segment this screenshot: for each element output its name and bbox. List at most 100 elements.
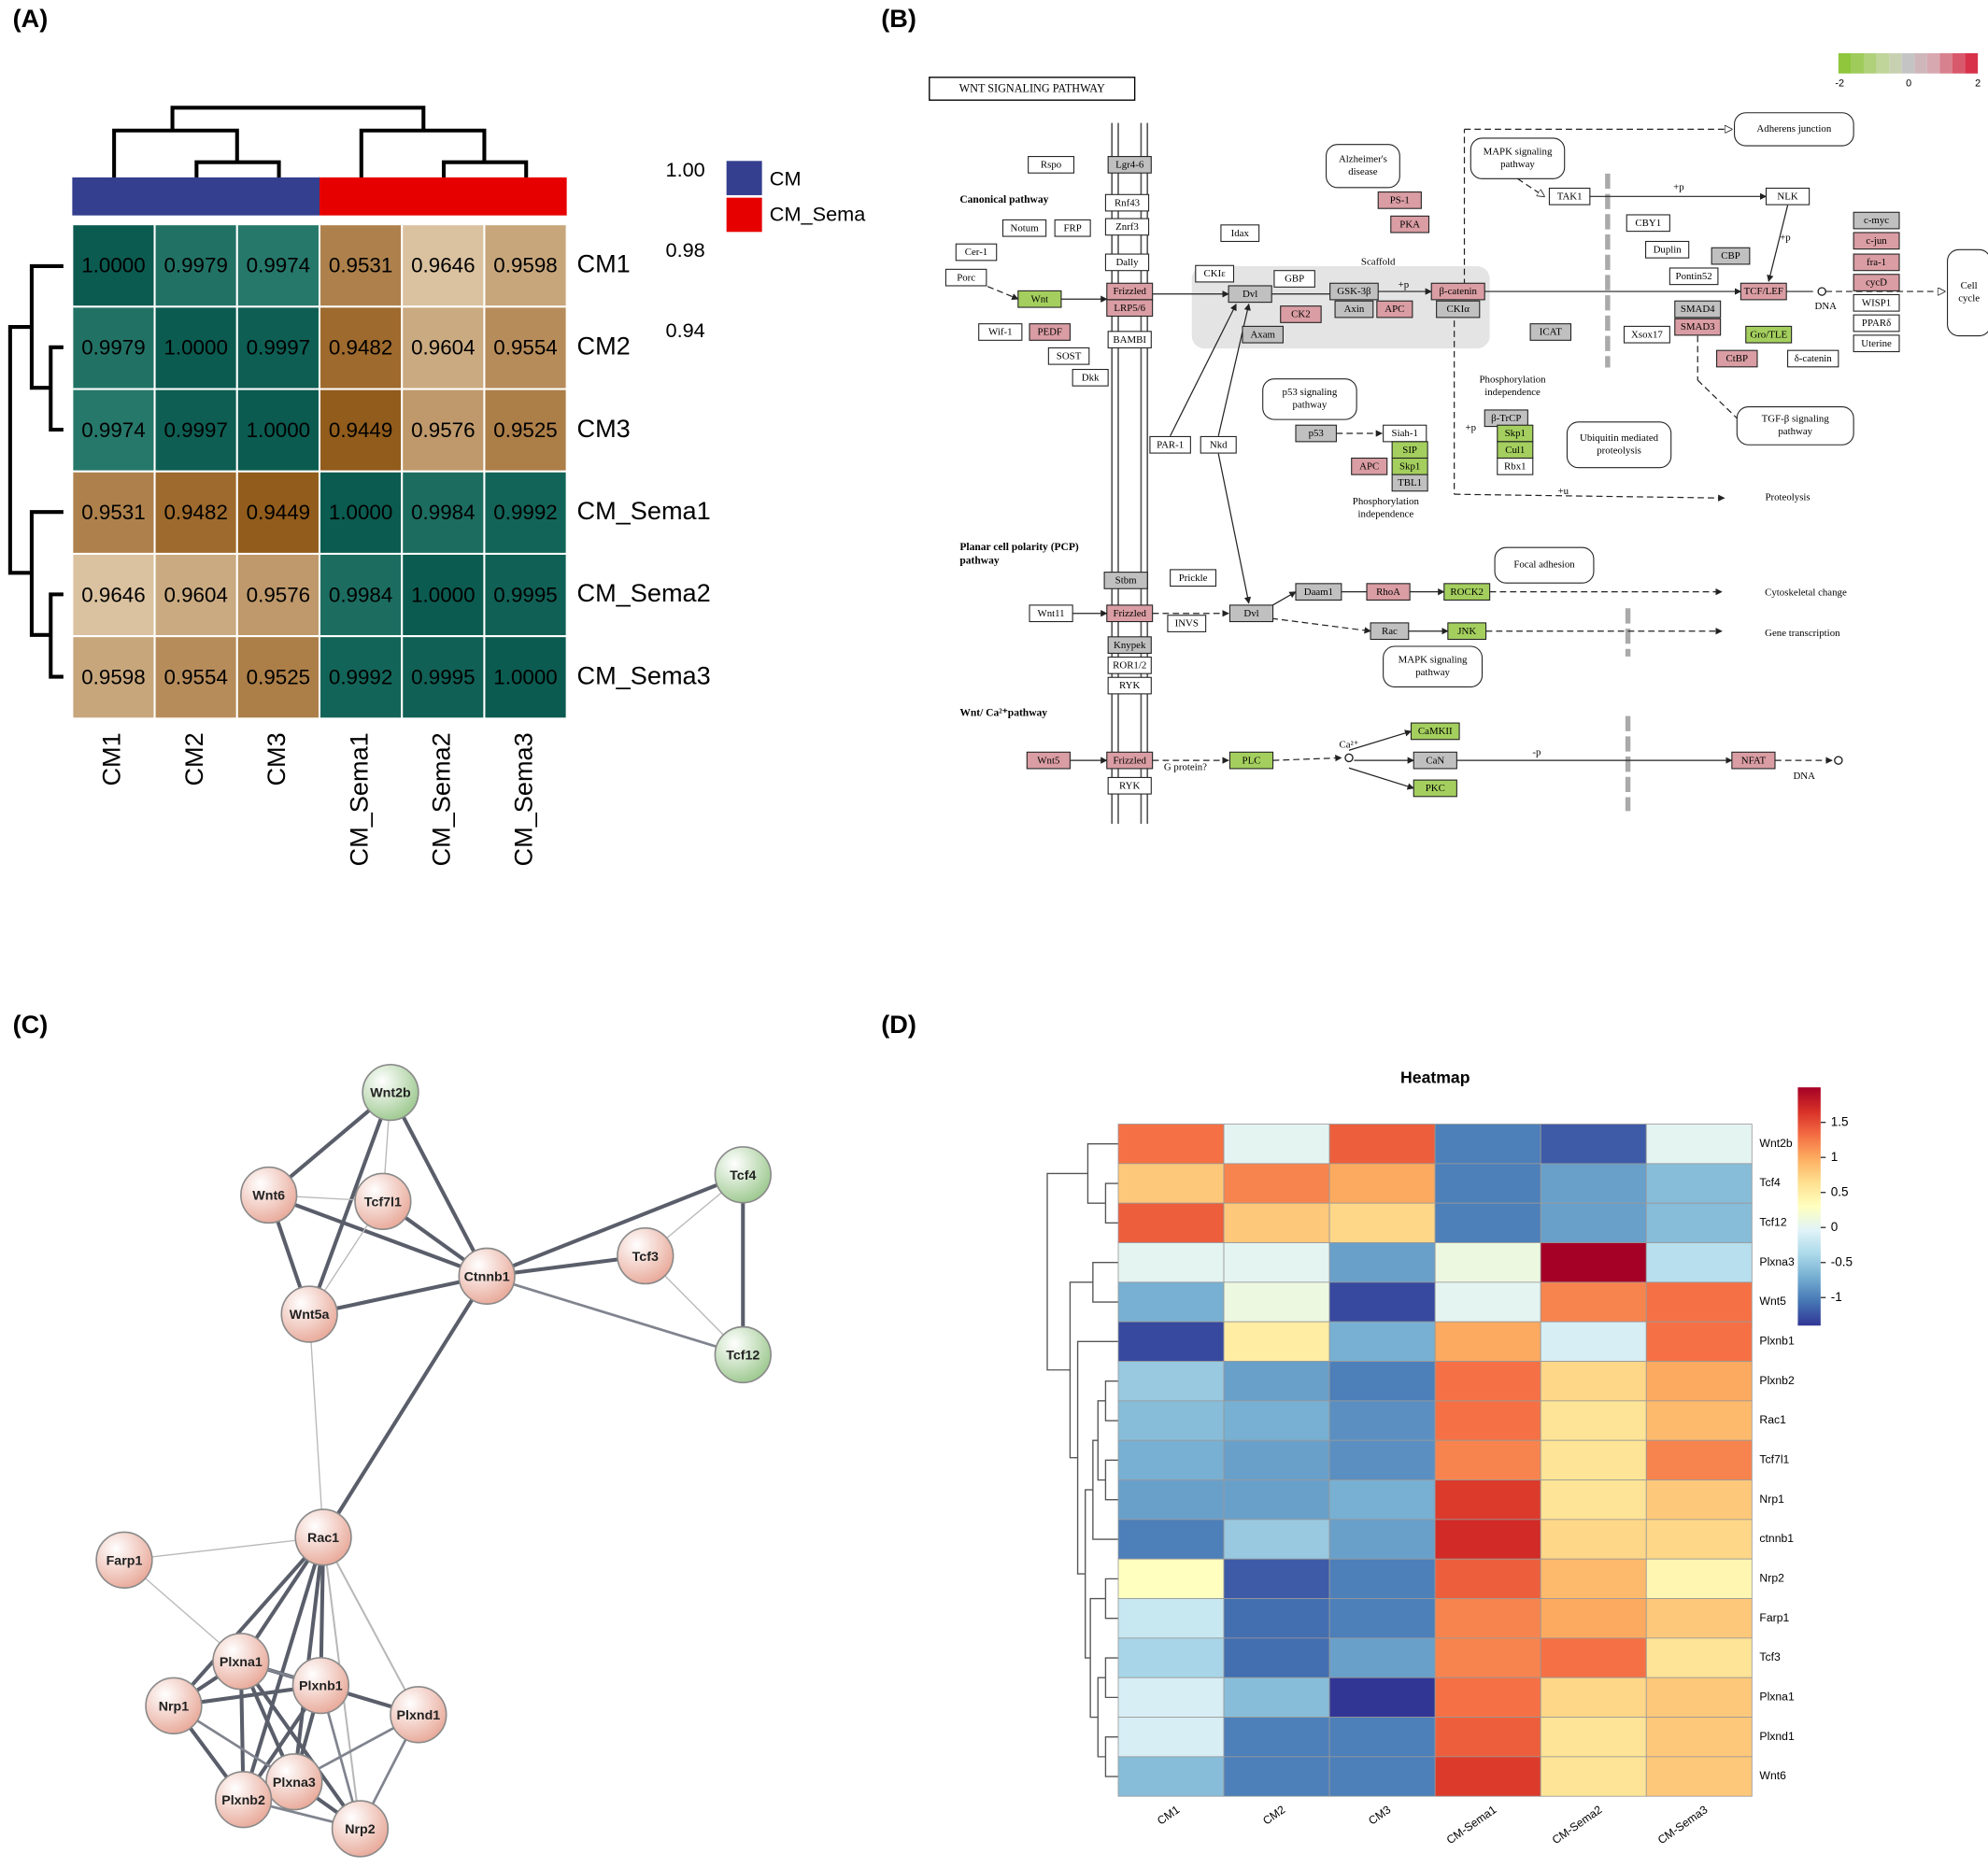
heatmap-cell (1117, 1637, 1225, 1678)
heatmap-cell (1540, 1756, 1647, 1797)
scale-cell (1939, 52, 1952, 74)
heatmap-cell (1223, 1163, 1330, 1204)
gene-box (1200, 435, 1237, 454)
colorbar-label: 1 (1831, 1150, 1839, 1164)
gene-box (955, 243, 998, 262)
cell-label: 1.0000 (493, 666, 557, 689)
scale-cell (1838, 52, 1852, 74)
junction (1817, 287, 1826, 296)
cell-label: 0.9974 (81, 418, 145, 442)
gene-label: Lgr4-6 (1115, 160, 1144, 171)
gene-box (1167, 615, 1207, 632)
legend-label: CM_Sema (770, 202, 866, 225)
scale-cell (1965, 52, 1979, 74)
pathway-map-box (1494, 546, 1595, 584)
column-label: CM2 (179, 732, 208, 785)
heatmap-cell (1223, 1479, 1330, 1521)
gene-box (1107, 656, 1152, 674)
gene-label: SOST (1057, 350, 1082, 361)
gene-box (1054, 219, 1091, 237)
gene-label: ROCK2 (1450, 587, 1484, 598)
gene-label: FRP (1063, 222, 1081, 234)
heatmap-cell (1645, 1439, 1753, 1480)
heatmap-cell (401, 635, 486, 720)
gene-label: CaN (1426, 755, 1444, 766)
gene-box (1716, 349, 1758, 368)
annotation: independence (1358, 508, 1414, 519)
cell-label: 0.9997 (247, 336, 310, 360)
nuclear-membrane (1605, 173, 1631, 812)
heatmap-cell (1434, 1519, 1541, 1560)
annotation: Gene transcription (1765, 628, 1840, 639)
network-edge (268, 1193, 488, 1279)
heatmap-cell (1117, 1519, 1225, 1560)
protein-label: Plxna1 (220, 1655, 263, 1670)
row-dendrogram (7, 263, 64, 679)
heatmap-cell (1223, 1677, 1330, 1718)
heatmap-cell (1117, 1400, 1225, 1441)
gene-box (1413, 751, 1457, 770)
heatmap-cell (1223, 1361, 1330, 1402)
gene-box (1228, 285, 1272, 304)
heatmap-cell (1223, 1756, 1330, 1797)
heatmap-cell (1434, 1558, 1541, 1599)
color-scale-label: 0.94 (666, 318, 705, 342)
gene-label: Rnf43 (1115, 197, 1140, 208)
annotation: +u (1558, 486, 1569, 497)
protein-label: Wnt5a (290, 1308, 330, 1323)
gene-box (1548, 187, 1591, 205)
heatmap-cell (318, 388, 404, 473)
scale-cell (1889, 52, 1902, 74)
cell-label: 0.9604 (411, 336, 475, 360)
gene-box (1370, 622, 1410, 641)
protein-node (362, 1063, 419, 1122)
gene-box (1072, 368, 1109, 387)
heatmap-cell (483, 305, 568, 390)
heatmap-cell (1434, 1637, 1541, 1678)
cell-label: 0.9992 (329, 666, 392, 689)
column-label: CM2 (1260, 1803, 1287, 1827)
cell-label: 0.9995 (493, 583, 557, 606)
pathway-map-label: Adherens junction (1756, 123, 1831, 134)
row-label: CM_Sema1 (576, 496, 710, 525)
gene-label: Rbx1 (1504, 460, 1526, 472)
gene-box (1390, 215, 1430, 234)
heatmap-cell (483, 388, 568, 473)
heatmap-cell (1328, 1519, 1436, 1560)
protein-node (458, 1247, 516, 1306)
heatmap-cell (1328, 1637, 1436, 1678)
annotation: G protein? (1164, 762, 1207, 773)
gene-label: PLC (1242, 755, 1261, 766)
heatmap-cell (1645, 1717, 1753, 1758)
protein-label: Wnt2b (370, 1086, 411, 1101)
heatmap-cell (1540, 1321, 1647, 1362)
gene-box (1104, 253, 1150, 272)
cell-label: 0.9576 (247, 583, 310, 606)
heatmap-cell (153, 470, 238, 555)
cell-label: 0.9598 (493, 254, 557, 277)
pathway-map-box (1736, 406, 1854, 446)
pathway-map-label: pathway (1778, 426, 1812, 437)
network-edge (389, 1091, 489, 1278)
junction (1344, 753, 1354, 763)
gene-label: CBY1 (1635, 218, 1661, 229)
gene-box (1351, 457, 1388, 475)
heatmap-cell (1328, 1598, 1436, 1639)
gene-box (1195, 264, 1235, 283)
gene-label: Idax (1231, 228, 1250, 239)
group-bar (320, 177, 567, 216)
cell-label: 0.9598 (81, 666, 145, 689)
cell-label: 0.9604 (163, 583, 227, 606)
heatmap-cell (1434, 1242, 1541, 1283)
heatmap-cell (318, 305, 404, 390)
gene-label: Rspo (1041, 160, 1062, 171)
pathway-map-box (1383, 645, 1484, 687)
pathway-edge (1348, 767, 1414, 790)
pathway-map-label: Focal adhesion (1513, 559, 1575, 571)
legend-label: CM (770, 166, 802, 190)
protein-node (617, 1226, 674, 1285)
heatmap-cell (1645, 1558, 1753, 1599)
gene-box (944, 268, 987, 287)
gene-label: PS-1 (1390, 195, 1410, 206)
